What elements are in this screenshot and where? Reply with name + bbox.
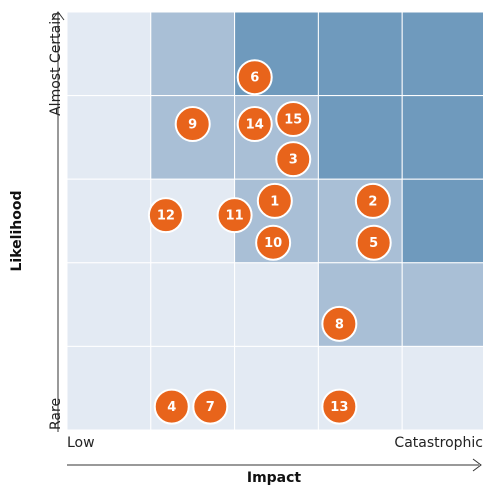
y-arrow: [51, 11, 65, 21]
matrix-cell: [317, 11, 403, 97]
y-low-label: Rare: [48, 398, 64, 430]
matrix-cell: [401, 262, 483, 347]
risk-point: [355, 224, 392, 261]
risk-point: [216, 197, 253, 234]
matrix-cell: [401, 95, 483, 180]
matrix-cell: [401, 11, 483, 97]
x-arrow: [472, 458, 482, 472]
risk-label: 14: [246, 118, 264, 133]
risk-point: [354, 182, 391, 219]
x-high-label: Catastrophic: [394, 435, 483, 451]
matrix-cell: [66, 262, 152, 347]
matrix-cell: [66, 95, 152, 180]
risk-label: 8: [335, 317, 344, 332]
matrix-cell: [150, 262, 236, 347]
matrix-cell: [401, 178, 483, 264]
y-high-label: Almost Certain: [48, 12, 64, 116]
risk-label: 12: [157, 209, 175, 224]
risk-label: 7: [206, 400, 215, 415]
risk-label: 1: [270, 194, 279, 209]
risk-label: 2: [368, 194, 377, 209]
risk-point: [321, 388, 358, 425]
matrix-cell: [234, 345, 319, 431]
risk-label: 5: [369, 236, 378, 251]
matrix-cell: [401, 345, 483, 431]
risk-label: 4: [167, 400, 176, 415]
plot-area: [66, 11, 483, 431]
risk-label: 6: [250, 71, 259, 86]
risk-point: [256, 182, 293, 219]
matrix-cell: [66, 178, 152, 264]
risk-point: [255, 224, 292, 261]
risk-point: [153, 388, 190, 425]
matrix-cell: [66, 11, 152, 97]
risk-point: [236, 59, 273, 96]
matrix-cell: [150, 11, 236, 97]
risk-label: 13: [330, 400, 348, 415]
risk-point: [321, 305, 358, 342]
risk-point: [174, 106, 211, 143]
risk-point: [236, 106, 273, 143]
risk-point: [147, 197, 184, 234]
x-low-label: Low: [67, 435, 95, 451]
y-axis-title: Likelihood: [9, 191, 25, 272]
matrix-cell: [317, 95, 403, 180]
matrix-cell: [66, 345, 152, 431]
x-axis-title: Impact: [247, 470, 302, 486]
risk-label: 11: [226, 209, 244, 224]
risk-point: [275, 141, 312, 178]
risk-label: 3: [289, 153, 298, 168]
risk-label: 10: [264, 236, 282, 251]
risk-point: [192, 388, 229, 425]
risk-point: [275, 101, 312, 138]
risk-label: 9: [188, 118, 197, 133]
risk-label: 15: [284, 113, 302, 128]
matrix-cell: [234, 262, 319, 347]
